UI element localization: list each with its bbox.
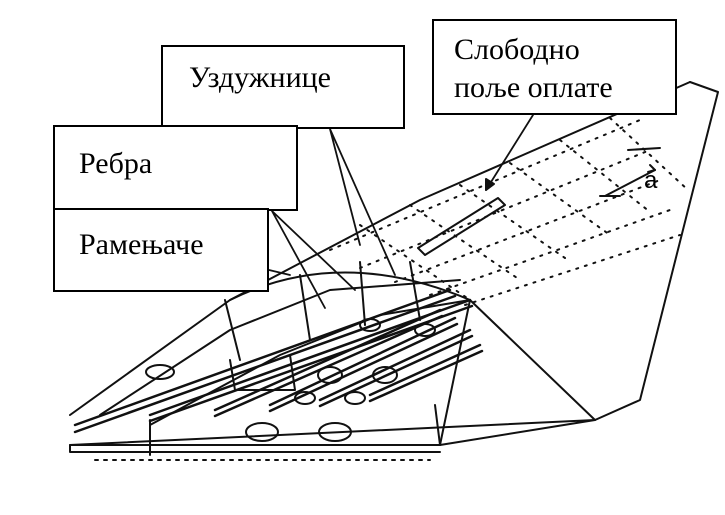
- spars-leader: [268, 269, 291, 276]
- free-skin-panel: [417, 197, 506, 256]
- label-free-skin-panel-line1: Слободно: [454, 33, 580, 66]
- wing-trailing-edge: [69, 419, 596, 446]
- label-free-skin-panel-line2: поље оплате: [454, 71, 613, 104]
- label-ribs: Ребра: [53, 125, 298, 211]
- rib: [149, 299, 471, 426]
- dimension-label-a: a: [644, 167, 658, 194]
- ribs-leader: [271, 210, 356, 309]
- wing-tip: [594, 81, 719, 421]
- free-panel-arrow: [485, 114, 534, 191]
- label-stringers: Уздужнице: [161, 45, 405, 129]
- label-free-skin-panel: Слободно поље оплате: [432, 19, 677, 115]
- label-ribs-text: Ребра: [79, 147, 153, 180]
- skin-root-line: [439, 299, 471, 446]
- stringers-leader: [329, 128, 396, 276]
- label-stringers-text: Уздужнице: [189, 61, 331, 94]
- wing-leading-edge: [69, 81, 691, 416]
- rib: [224, 261, 421, 361]
- label-spars: Рамењаче: [53, 208, 269, 292]
- dimension-line: [599, 147, 661, 197]
- spar: [149, 404, 441, 456]
- rib: [99, 279, 461, 416]
- label-spars-text: Рамењаче: [79, 228, 204, 261]
